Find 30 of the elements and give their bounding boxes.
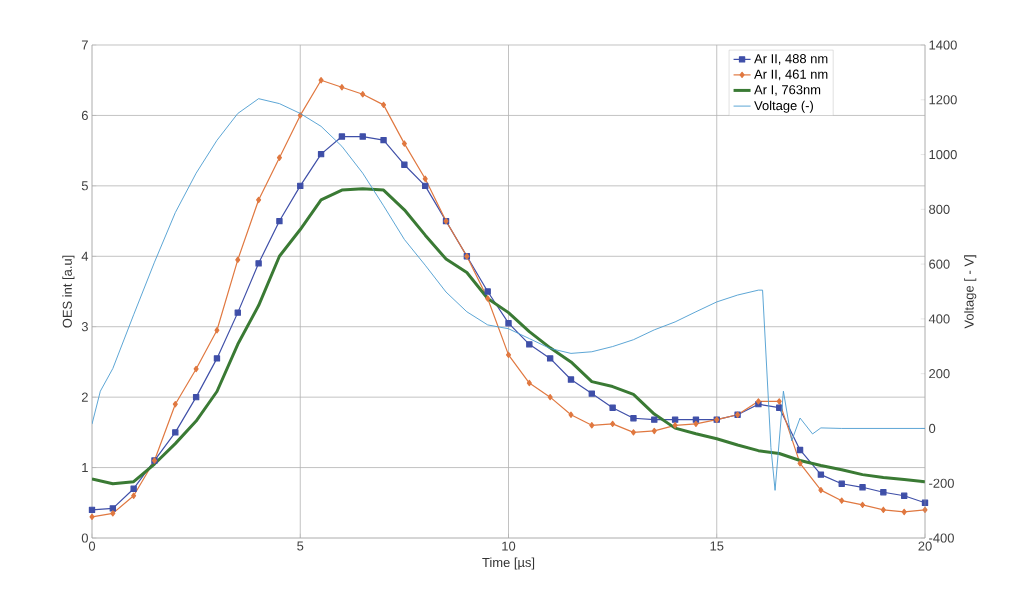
y-axis-title: OES int [a.u] <box>62 255 75 328</box>
y2-tick-label: 1400 <box>929 40 957 50</box>
y2-tick-label: 800 <box>929 204 950 214</box>
x-tick-label: 0 <box>88 541 96 551</box>
y-tick-label: 3 <box>81 322 88 332</box>
legend-label: Ar I, 763nm <box>754 85 821 96</box>
y-tick-label: 5 <box>81 181 88 191</box>
y-tick-label: 0 <box>81 533 88 543</box>
y2-tick-label: 1200 <box>929 95 957 105</box>
y2-tick-label: 400 <box>928 314 950 324</box>
legend-label: Voltage (-) <box>754 100 813 113</box>
x-axis-title: Time [µs] <box>482 557 535 570</box>
x-tick-label: 5 <box>297 541 304 551</box>
y-tick-label: 2 <box>81 392 88 402</box>
y2-tick-label: 0 <box>929 423 936 434</box>
x-tick-label: 15 <box>710 541 724 551</box>
x-tick-label: 10 <box>502 541 516 551</box>
y2-tick-label: 200 <box>929 369 950 379</box>
legend-label: Ar II, 488 nm <box>754 54 828 65</box>
y-tick-label: 4 <box>81 251 89 261</box>
y2-axis-title: Voltage [ - V] <box>964 255 977 329</box>
legend-label: Ar II, 461 nm <box>754 69 828 81</box>
y2-tick-label: 1000 <box>929 149 957 160</box>
y2-tick-label: 600 <box>929 259 950 269</box>
y2-tick-label: -200 <box>929 478 954 488</box>
y-tick-label: 6 <box>81 110 88 121</box>
x-tick-label: 20 <box>918 541 932 551</box>
y-tick-label: 1 <box>82 463 88 473</box>
y-tick-label: 7 <box>81 40 88 50</box>
y2-tick-label: -400 <box>929 533 954 543</box>
